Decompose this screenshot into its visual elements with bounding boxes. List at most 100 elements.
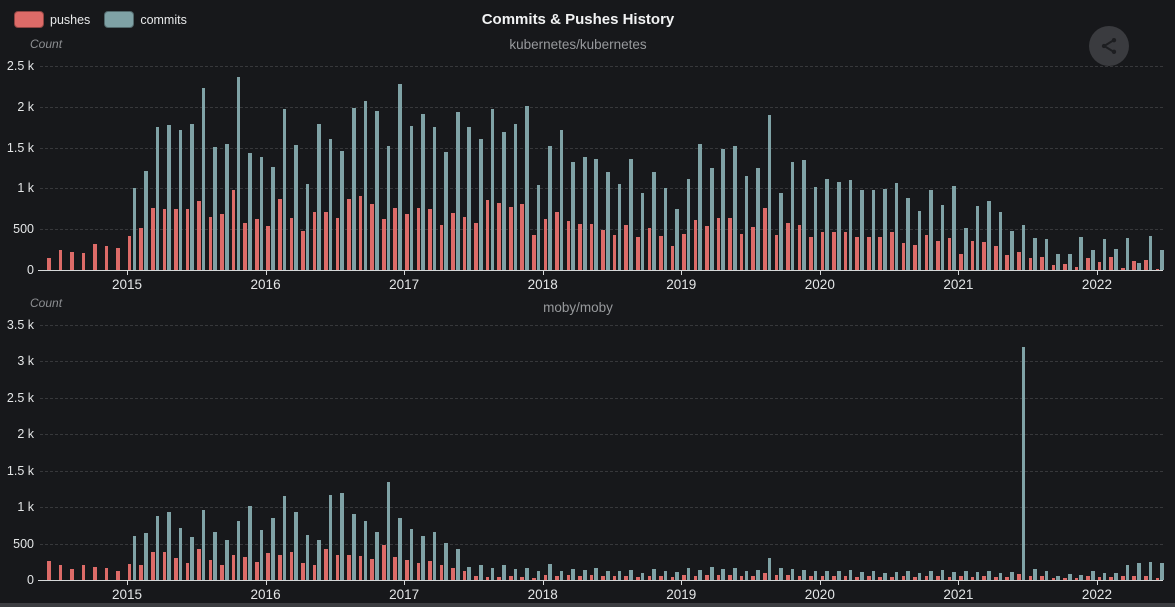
bar-pushes <box>947 238 952 270</box>
bar-commits <box>340 150 345 270</box>
bar-pushes <box>197 201 201 270</box>
bar-pushes <box>335 218 340 270</box>
bar-pushes <box>174 208 178 270</box>
x-axis-tickmark <box>127 581 128 585</box>
bar-pushes <box>347 554 351 580</box>
bar-commits <box>860 571 864 580</box>
bar-commits <box>906 570 910 580</box>
bar-commits <box>201 510 206 580</box>
y-axis-title-bottom: Count <box>30 296 63 310</box>
bar-pushes <box>786 223 790 270</box>
bar-pushes <box>497 203 501 270</box>
bar-commits <box>259 157 264 270</box>
bar-pushes <box>335 554 340 580</box>
bar-commits <box>513 123 518 270</box>
bar-commits <box>502 565 506 580</box>
bar-pushes <box>381 219 386 270</box>
bar-commits <box>1067 574 1072 580</box>
bar-pushes <box>682 234 686 270</box>
bar-pushes <box>451 212 455 270</box>
bar-commits <box>756 168 760 270</box>
bar-commits <box>802 569 806 580</box>
bar-commits <box>721 149 726 270</box>
bar-commits <box>663 188 668 270</box>
bar-commits <box>1148 235 1153 270</box>
bar-commits <box>513 569 518 580</box>
gridline <box>40 470 1163 472</box>
bar-pushes <box>93 244 97 270</box>
bar-commits <box>836 182 841 270</box>
bar-commits <box>386 145 391 270</box>
x-axis-tick-label: 2022 <box>1081 277 1112 292</box>
x-axis-tickmark <box>404 581 406 585</box>
bar-pushes <box>659 576 663 580</box>
bar-commits <box>733 145 737 270</box>
bar-pushes <box>347 199 351 270</box>
bar-pushes <box>58 250 63 270</box>
bar-commits <box>282 108 287 270</box>
bar-commits <box>363 520 368 580</box>
x-axis-tickmark <box>958 581 960 585</box>
bar-commits <box>860 190 864 270</box>
bar-commits <box>906 197 910 270</box>
bar-pushes <box>1120 575 1125 580</box>
bar-pushes <box>174 557 178 580</box>
bar-commits <box>155 127 160 270</box>
share-icon <box>1101 38 1117 54</box>
x-axis-tickmark <box>819 271 821 275</box>
bar-commits <box>525 106 529 270</box>
share-button[interactable] <box>1089 26 1129 66</box>
gridline <box>40 188 1163 190</box>
bar-commits <box>190 123 194 270</box>
bar-pushes <box>1144 259 1148 270</box>
bar-commits <box>675 571 679 580</box>
bar-commits <box>386 482 391 580</box>
bar-commits <box>375 531 379 580</box>
bar-commits <box>548 145 552 270</box>
bar-pushes <box>855 576 859 580</box>
bar-commits <box>836 571 841 580</box>
y-axis-tick-label: 2.5 k <box>6 390 34 405</box>
bar-pushes <box>612 575 617 580</box>
bar-commits <box>1137 563 1141 580</box>
bar-commits <box>1079 237 1084 270</box>
bar-pushes <box>1005 576 1010 580</box>
bar-commits <box>1102 238 1107 270</box>
bar-commits <box>317 124 321 270</box>
bar-commits <box>224 539 229 580</box>
bar-commits <box>502 132 506 270</box>
bar-commits <box>167 124 171 270</box>
gridline <box>40 325 1163 326</box>
bar-pushes <box>774 234 779 270</box>
bar-commits <box>132 535 137 580</box>
bar-pushes <box>428 209 432 270</box>
y-axis-tick-label: 1.5 k <box>6 463 34 478</box>
bar-pushes <box>1120 268 1125 270</box>
bar-pushes <box>797 575 802 580</box>
bar-commits <box>963 571 968 580</box>
bar-pushes <box>739 234 744 270</box>
bar-commits <box>640 193 645 270</box>
legend-item-pushes[interactable]: pushes <box>14 11 90 28</box>
bar-pushes <box>624 575 628 580</box>
bar-pushes <box>936 241 940 270</box>
bar-commits <box>686 179 691 270</box>
bar-pushes <box>970 576 975 580</box>
bar-commits <box>1021 224 1026 270</box>
bar-commits <box>998 572 1003 580</box>
subtitle-kubernetes: kubernetes/kubernetes <box>509 37 647 52</box>
bar-pushes <box>1017 574 1021 580</box>
bar-pushes <box>266 553 271 580</box>
bar-commits <box>432 531 437 580</box>
bar-pushes <box>693 575 698 580</box>
legend-item-commits[interactable]: commits <box>104 11 187 28</box>
bar-commits <box>455 548 460 580</box>
bar-commits <box>652 171 656 270</box>
bar-pushes <box>358 195 363 270</box>
x-axis-tickmark <box>1096 271 1098 275</box>
bar-commits <box>559 129 564 270</box>
bar-pushes <box>485 576 490 580</box>
bar-pushes <box>150 207 155 270</box>
bar-pushes <box>370 558 374 580</box>
bar-pushes <box>301 230 305 270</box>
